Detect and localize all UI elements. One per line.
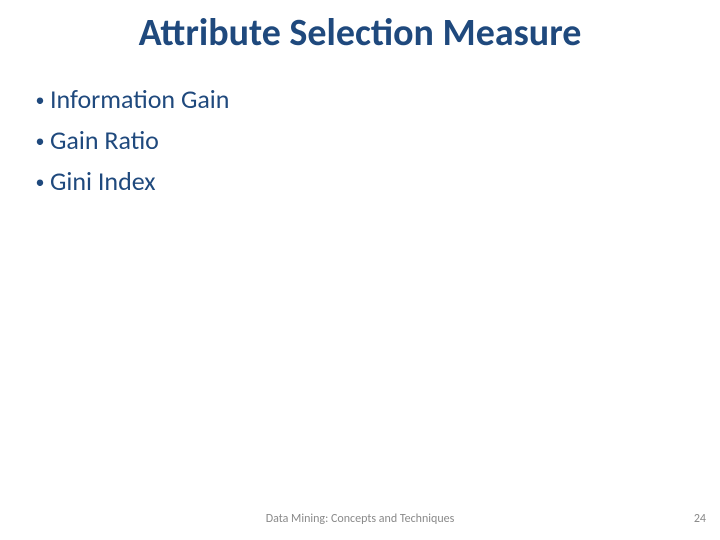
list-item: • Gini Index (30, 164, 690, 199)
list-item: • Information Gain (30, 82, 690, 117)
list-item-label: Information Gain (50, 82, 690, 117)
list-item-label: Gain Ratio (50, 123, 690, 158)
list-item-label: Gini Index (50, 164, 690, 199)
page-number: 24 (694, 512, 706, 526)
slide-title: Attribute Selection Measure (0, 10, 720, 56)
bullet-dot-icon: • (30, 129, 50, 153)
bullet-list: • Information Gain • Gain Ratio • Gini I… (30, 82, 690, 205)
slide: Attribute Selection Measure • Informatio… (0, 0, 720, 540)
list-item: • Gain Ratio (30, 123, 690, 158)
bullet-dot-icon: • (30, 170, 50, 194)
footer-text: Data Mining: Concepts and Techniques (0, 512, 720, 526)
bullet-dot-icon: • (30, 88, 50, 112)
